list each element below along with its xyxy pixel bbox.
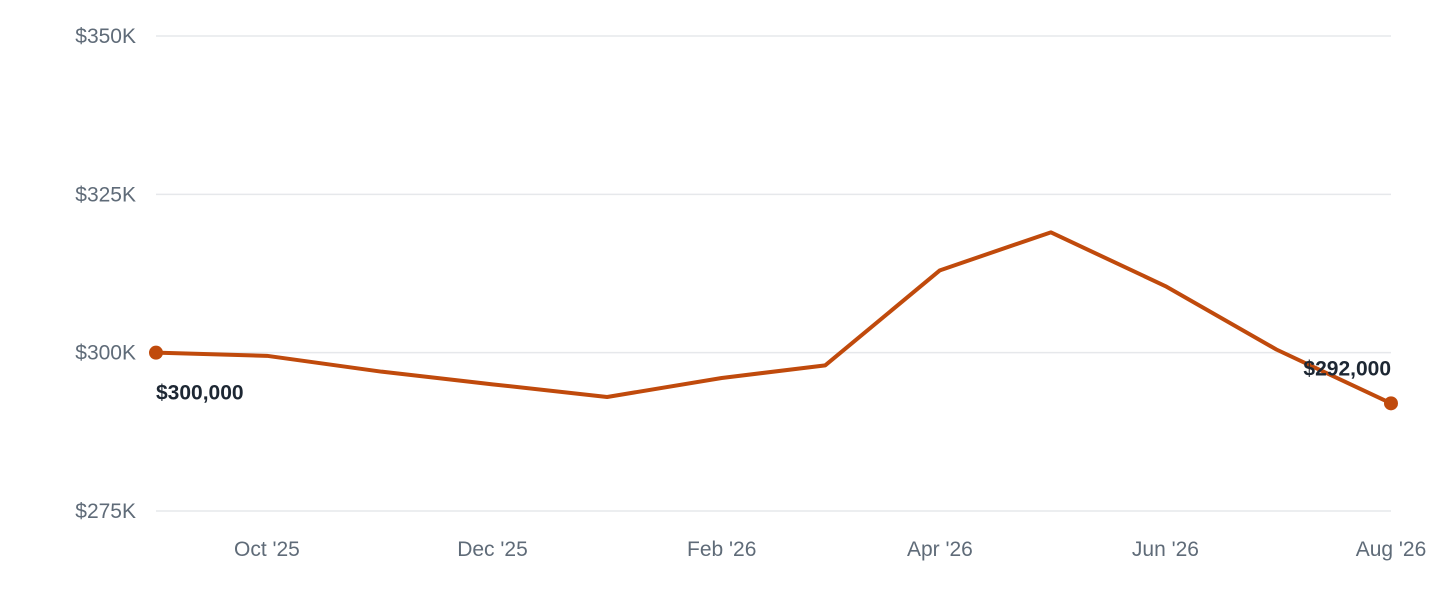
y-tick-label: $350K [75, 25, 136, 48]
x-tick-label: Dec '25 [457, 538, 528, 561]
y-tick-label: $325K [75, 183, 136, 206]
annotations: $300,000 $292,000 [149, 346, 1398, 411]
x-tick-label: Aug '26 [1356, 538, 1427, 561]
y-tick-label: $275K [75, 500, 136, 523]
x-tick-label: Apr '26 [907, 538, 973, 561]
endpoint-label: $300,000 [156, 382, 244, 405]
endpoint-label: $292,000 [1303, 357, 1391, 380]
y-tick-label: $300K [75, 342, 136, 365]
series [156, 232, 1391, 403]
gridlines [156, 36, 1391, 511]
series-line-0 [156, 232, 1391, 403]
y-axis-ticks: $350K $325K $300K $275K [75, 25, 136, 523]
x-tick-label: Oct '25 [234, 538, 300, 561]
x-tick-label: Jun '26 [1132, 538, 1199, 561]
endpoint-marker [149, 346, 163, 360]
x-tick-label: Feb '26 [687, 538, 756, 561]
x-axis-ticks: Oct '25 Dec '25 Feb '26 Apr '26 Jun '26 Aug '… [234, 538, 1426, 561]
endpoint-marker [1384, 396, 1398, 410]
